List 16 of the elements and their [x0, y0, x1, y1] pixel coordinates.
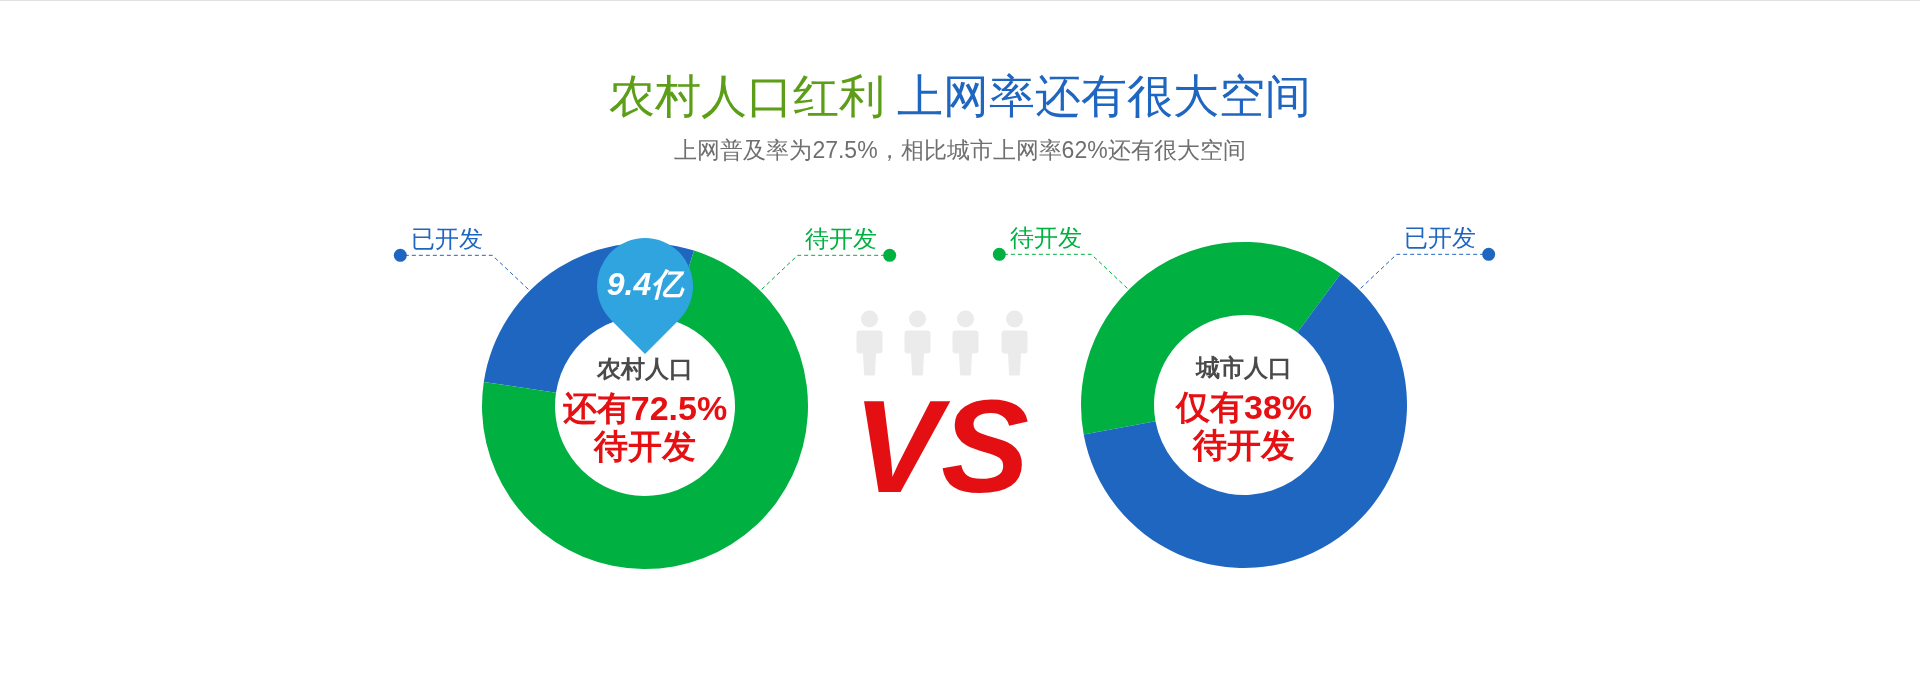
text: 9.4亿	[606, 265, 684, 304]
donut-slice	[1083, 273, 1407, 568]
donut-slice	[482, 250, 808, 569]
legend-label: 已开发	[411, 225, 484, 253]
chart-title: 农村人口红利 上网率还有很大空间	[608, 70, 1312, 122]
text: 待开发	[1193, 425, 1295, 465]
legend-label: 待开发	[1010, 224, 1083, 252]
text: 上网普及率为27.5%，相比城市上网率62%还有很大空间	[674, 136, 1246, 165]
text: 待开发	[594, 426, 696, 466]
text: 城市人口	[1196, 353, 1292, 383]
text: 仅有38%	[1175, 387, 1313, 427]
text: VS	[852, 373, 1030, 520]
text: 还有72.5%	[562, 388, 728, 428]
slice-label: 已开发	[1403, 224, 1476, 252]
text: 农村人口	[597, 354, 693, 384]
slice-label: 待开发	[804, 225, 877, 253]
